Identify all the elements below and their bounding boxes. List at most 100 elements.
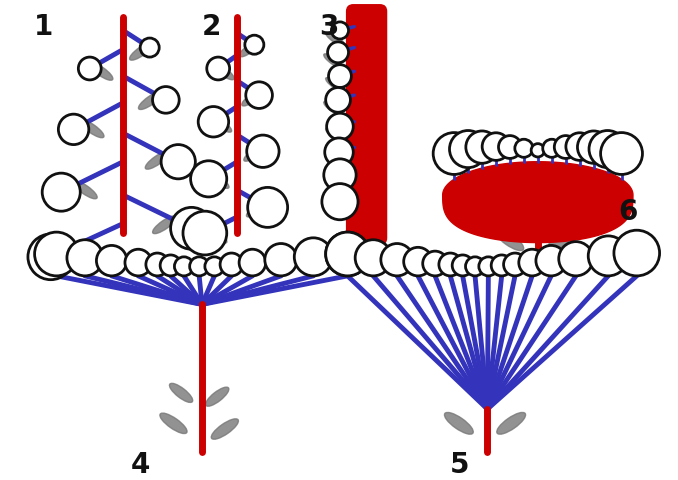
Circle shape [294, 238, 332, 276]
Circle shape [35, 232, 79, 276]
Circle shape [140, 38, 159, 57]
Circle shape [601, 132, 643, 174]
FancyBboxPatch shape [346, 5, 386, 244]
Ellipse shape [208, 173, 229, 188]
Ellipse shape [211, 117, 232, 132]
Circle shape [146, 253, 169, 276]
Circle shape [559, 241, 593, 276]
Circle shape [578, 131, 610, 163]
Ellipse shape [244, 146, 264, 161]
Circle shape [403, 247, 433, 276]
Circle shape [433, 132, 475, 174]
Circle shape [198, 107, 228, 137]
Ellipse shape [495, 229, 523, 251]
Circle shape [125, 249, 152, 276]
Circle shape [325, 138, 353, 167]
Circle shape [161, 144, 195, 179]
Circle shape [452, 255, 473, 276]
Ellipse shape [547, 229, 576, 251]
Circle shape [96, 245, 127, 276]
Text: 3: 3 [319, 13, 338, 41]
Circle shape [504, 253, 526, 276]
Circle shape [479, 257, 498, 276]
Circle shape [589, 236, 629, 276]
Circle shape [191, 161, 226, 197]
Circle shape [183, 211, 226, 255]
Circle shape [324, 159, 356, 191]
Circle shape [247, 187, 287, 228]
Ellipse shape [145, 151, 169, 169]
Text: 4: 4 [131, 451, 150, 479]
Polygon shape [443, 162, 633, 242]
Ellipse shape [214, 64, 235, 80]
Ellipse shape [206, 228, 227, 243]
Ellipse shape [246, 202, 267, 217]
Circle shape [329, 65, 351, 87]
Circle shape [245, 82, 273, 108]
Circle shape [247, 135, 279, 168]
Circle shape [355, 240, 391, 276]
Ellipse shape [138, 92, 162, 109]
Circle shape [239, 249, 266, 276]
Circle shape [325, 232, 370, 276]
Circle shape [153, 86, 179, 113]
Ellipse shape [325, 203, 344, 217]
Ellipse shape [445, 412, 473, 434]
Circle shape [67, 240, 103, 276]
Ellipse shape [68, 244, 92, 262]
Circle shape [422, 251, 447, 276]
Ellipse shape [324, 101, 343, 116]
Circle shape [220, 253, 243, 276]
Circle shape [265, 243, 297, 276]
Circle shape [439, 253, 462, 276]
Circle shape [205, 257, 224, 276]
Ellipse shape [325, 177, 344, 191]
Ellipse shape [324, 54, 343, 68]
Circle shape [325, 87, 351, 112]
Text: 1: 1 [34, 13, 53, 41]
Ellipse shape [212, 419, 239, 439]
Text: 5: 5 [450, 451, 470, 479]
Ellipse shape [325, 128, 344, 142]
Circle shape [174, 257, 193, 276]
Circle shape [536, 245, 566, 276]
Ellipse shape [80, 120, 104, 138]
Circle shape [245, 35, 264, 54]
Circle shape [498, 135, 521, 158]
Ellipse shape [205, 387, 229, 406]
Circle shape [466, 257, 485, 276]
Circle shape [207, 57, 230, 80]
Circle shape [58, 114, 89, 144]
Ellipse shape [239, 41, 260, 57]
Circle shape [614, 230, 660, 276]
Circle shape [519, 249, 545, 276]
Ellipse shape [73, 181, 97, 199]
Circle shape [542, 139, 561, 157]
Circle shape [589, 131, 626, 168]
Text: 2: 2 [202, 13, 222, 41]
Ellipse shape [325, 154, 344, 168]
Circle shape [531, 144, 544, 157]
Circle shape [515, 139, 533, 157]
Circle shape [325, 232, 370, 276]
Circle shape [327, 113, 353, 140]
Text: 6: 6 [619, 198, 638, 226]
Ellipse shape [242, 90, 262, 106]
Ellipse shape [129, 42, 153, 60]
Ellipse shape [325, 78, 344, 92]
Circle shape [327, 42, 348, 63]
Ellipse shape [153, 216, 176, 234]
Circle shape [79, 57, 101, 80]
Circle shape [482, 133, 510, 160]
Circle shape [555, 135, 577, 158]
Ellipse shape [160, 413, 187, 433]
Ellipse shape [170, 384, 193, 402]
Circle shape [171, 207, 212, 249]
Circle shape [381, 243, 413, 276]
Circle shape [160, 255, 181, 276]
Ellipse shape [497, 412, 525, 434]
Circle shape [566, 133, 593, 160]
Circle shape [332, 22, 348, 39]
Circle shape [28, 234, 74, 280]
Ellipse shape [325, 32, 344, 46]
